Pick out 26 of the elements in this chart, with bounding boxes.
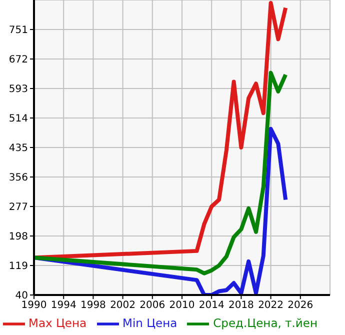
x-tick-label: 2018 bbox=[228, 300, 254, 312]
x-tick-label: 1998 bbox=[80, 300, 106, 312]
x-tick-label: 2022 bbox=[258, 300, 284, 312]
line-series bbox=[34, 70, 288, 276]
y-tick-label: 119 bbox=[8, 261, 28, 272]
y-tick-label: 40 bbox=[15, 290, 28, 302]
line-series bbox=[34, 0, 288, 260]
legend-label: Сред.Цена, т.йен bbox=[213, 316, 318, 330]
y-tick-label: 672 bbox=[8, 54, 28, 66]
legend-label: Max Цена bbox=[28, 316, 87, 330]
legend-label: Min Цена bbox=[122, 316, 178, 330]
y-tick-label: 514 bbox=[8, 114, 28, 125]
y-tick-label: 751 bbox=[8, 25, 28, 36]
x-tick-label: 2026 bbox=[288, 300, 314, 312]
x-tick-label: 1990 bbox=[21, 300, 47, 312]
y-tick-label: 356 bbox=[8, 172, 28, 184]
y-tick-label: 435 bbox=[8, 143, 28, 154]
line-series bbox=[34, 126, 288, 295]
x-tick-label: 2014 bbox=[198, 300, 224, 312]
y-tick-label: 198 bbox=[8, 232, 28, 243]
y-tick-label: 593 bbox=[8, 84, 28, 96]
x-tick-label: 2006 bbox=[140, 300, 166, 312]
x-tick-label: 2002 bbox=[110, 300, 136, 312]
y-tick-label: 277 bbox=[8, 202, 28, 214]
x-tick-label: 1994 bbox=[50, 300, 76, 312]
x-tick-label: 2010 bbox=[169, 300, 195, 312]
